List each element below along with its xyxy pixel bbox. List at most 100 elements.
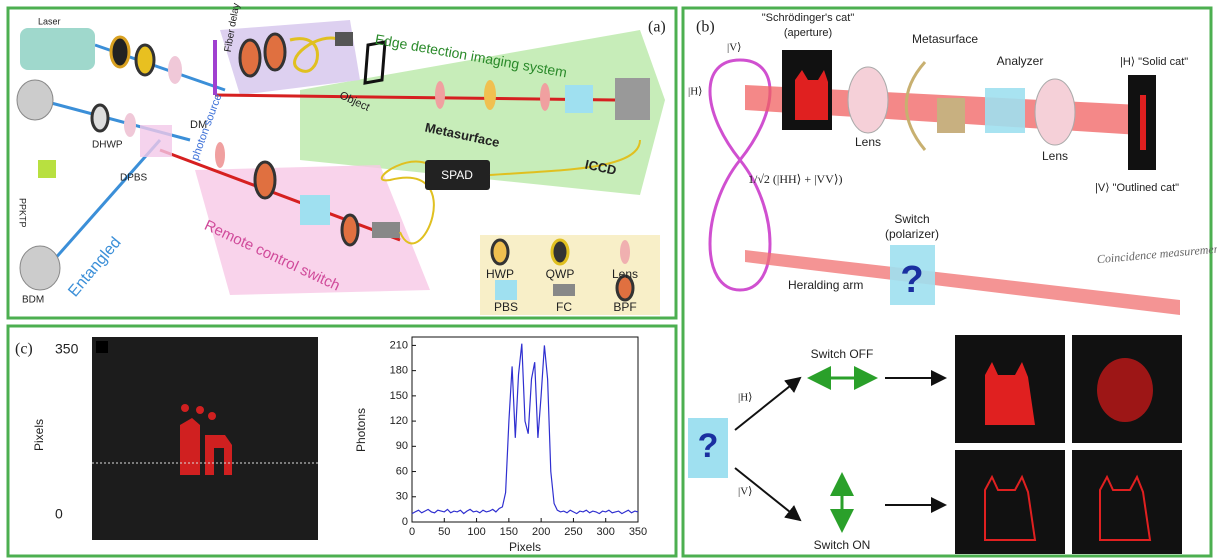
- marker: [96, 341, 108, 353]
- panel-a: (a) Laser Fiber delay Edge detection ima…: [17, 2, 666, 315]
- label: PPKTP: [18, 198, 28, 228]
- panel-c: (c) 350 0 Pixels Pixels Photons: [15, 337, 638, 554]
- label: BDM: [22, 295, 44, 306]
- legend-label: FC: [556, 300, 572, 314]
- state: 1/√2 (|HH⟩ + |VV⟩): [748, 172, 843, 186]
- photon-trace: [412, 344, 638, 514]
- x-tick-label: 350: [629, 526, 647, 538]
- y-axis-title: Photons: [354, 408, 368, 452]
- optic: [265, 34, 285, 70]
- optic: [255, 162, 275, 198]
- metasurface: [484, 80, 496, 110]
- cat-photo: [955, 450, 1065, 554]
- panel-label: (b): [696, 19, 715, 36]
- label: DPBS: [120, 173, 148, 184]
- label: Heralding arm: [788, 278, 863, 292]
- lens: [435, 81, 445, 109]
- y-tick-label: 180: [390, 365, 408, 377]
- speck: [208, 412, 216, 420]
- lens: [1035, 79, 1075, 145]
- cat-image: [1140, 95, 1146, 150]
- label: SPAD: [441, 168, 473, 182]
- label: "Schrödinger's cat": [762, 12, 855, 24]
- speck: [196, 406, 204, 414]
- legend-label: BPF: [613, 300, 636, 314]
- speck: [181, 404, 189, 412]
- label: Switch: [894, 212, 929, 226]
- cat-photo: [1072, 450, 1182, 554]
- page: {"panel_a": {"label": "(a)", "laser": "L…: [0, 0, 1217, 560]
- label: Laser: [38, 16, 61, 26]
- x-tick-label: 300: [597, 526, 615, 538]
- pbs: [300, 195, 330, 225]
- legend-label: PBS: [494, 300, 518, 314]
- coupler: [335, 32, 353, 46]
- laser: [20, 28, 95, 70]
- x-tick-label: 250: [564, 526, 582, 538]
- optic: [92, 105, 108, 131]
- state: |H⟩: [738, 392, 752, 404]
- x-tick-label: 0: [409, 526, 415, 538]
- mirror: [17, 80, 53, 120]
- y-tick-label: 90: [396, 440, 408, 452]
- label: |H⟩ "Solid cat": [1120, 56, 1188, 68]
- image-bottom-label: 0: [55, 506, 63, 522]
- y-tick-label: 210: [390, 339, 408, 351]
- lens: [848, 67, 888, 133]
- label: |V⟩ "Outlined cat": [1095, 182, 1179, 194]
- mirror: [20, 246, 60, 290]
- lens: [168, 56, 182, 84]
- lens: [215, 142, 225, 168]
- metasurface: [937, 98, 965, 133]
- arrow: [735, 378, 800, 430]
- image-top-label: 350: [55, 341, 79, 357]
- x-tick-label: 100: [467, 526, 485, 538]
- legend-label: Lens: [612, 267, 638, 281]
- label: DHWP: [92, 140, 123, 151]
- label: Analyzer: [997, 54, 1044, 68]
- legend-pbs: [495, 280, 517, 300]
- y-tick-label: 150: [390, 390, 408, 402]
- state: |V⟩: [727, 42, 741, 54]
- x-tick-label: 50: [438, 526, 450, 538]
- x-axis-title: Pixels: [509, 540, 541, 554]
- label: Switch ON: [814, 538, 871, 552]
- lens: [540, 83, 550, 111]
- panel-label: (c): [15, 341, 33, 358]
- y-tick-label: 120: [390, 415, 408, 427]
- dpbs: [140, 125, 172, 157]
- state: |V⟩: [738, 486, 752, 498]
- x-tick-label: 150: [500, 526, 518, 538]
- crystal: [38, 160, 56, 178]
- legend-qwp: [552, 240, 568, 264]
- iccd: [615, 78, 650, 120]
- legend-lens: [620, 240, 630, 264]
- optic: [240, 40, 260, 76]
- optic: [111, 37, 129, 67]
- panel-label: (a): [648, 19, 666, 36]
- label: Coincidence measurement: [1096, 241, 1217, 266]
- label: Metasurface: [912, 32, 978, 46]
- analyzer: [565, 85, 593, 113]
- y-tick-label: 60: [396, 465, 408, 477]
- lens: [124, 113, 136, 137]
- plot-frame: [412, 337, 638, 522]
- legend-hwp: [492, 240, 508, 264]
- legend-fc: [553, 284, 575, 296]
- legend-label: QWP: [546, 267, 575, 281]
- question-mark: ?: [900, 259, 923, 301]
- y-tick-label: 30: [396, 491, 408, 503]
- label: Lens: [1042, 149, 1068, 163]
- x-tick-label: 200: [532, 526, 550, 538]
- label: Entangled: [65, 234, 124, 300]
- panel-b: ? ? (b) "Schrödinger's cat" (aperture) M…: [688, 12, 1217, 554]
- analyzer: [985, 88, 1025, 133]
- y-tick-label: 0: [402, 516, 408, 528]
- legend-label: HWP: [486, 267, 514, 281]
- question-mark: ?: [698, 427, 719, 465]
- optic: [136, 45, 154, 75]
- label: (aperture): [784, 27, 832, 39]
- image-axis-label: Pixels: [32, 419, 46, 451]
- figure: (a) Laser Fiber delay Edge detection ima…: [0, 0, 1217, 560]
- blurred-cat: [1097, 358, 1153, 422]
